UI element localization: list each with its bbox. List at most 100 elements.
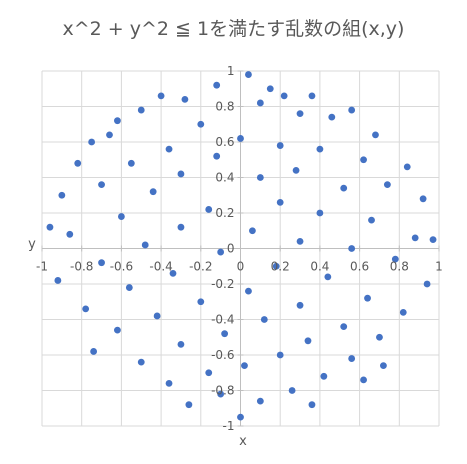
data-point bbox=[340, 184, 348, 192]
data-point bbox=[348, 355, 356, 362]
data-point bbox=[98, 259, 105, 267]
data-point bbox=[241, 362, 248, 370]
y-tick-label: -1 bbox=[223, 419, 235, 433]
x-tick-label: -0.8 bbox=[70, 260, 93, 274]
data-point bbox=[88, 138, 96, 146]
data-point bbox=[403, 163, 411, 171]
data-point bbox=[276, 142, 284, 149]
data-point bbox=[245, 287, 252, 295]
data-point bbox=[372, 131, 379, 139]
data-point bbox=[205, 206, 213, 213]
x-tick-label: 1 bbox=[435, 260, 443, 274]
data-points bbox=[46, 71, 437, 421]
data-point bbox=[114, 117, 121, 125]
y-tick-label: 1 bbox=[227, 64, 235, 78]
x-axis-label: x bbox=[239, 434, 247, 449]
data-point bbox=[157, 92, 165, 100]
data-point bbox=[165, 380, 173, 387]
data-point bbox=[288, 387, 296, 394]
data-point bbox=[177, 170, 185, 178]
x-tick-label: -0.4 bbox=[149, 260, 172, 274]
data-point bbox=[114, 326, 121, 334]
data-point bbox=[82, 305, 90, 313]
data-point bbox=[256, 99, 264, 107]
data-point bbox=[419, 195, 427, 203]
data-point bbox=[177, 223, 185, 231]
data-point bbox=[205, 369, 213, 377]
data-point bbox=[320, 372, 328, 380]
data-point bbox=[74, 159, 82, 167]
y-tick-label: 0 bbox=[227, 242, 235, 256]
data-point bbox=[324, 273, 332, 281]
y-axis-label: y bbox=[28, 237, 36, 252]
data-point bbox=[137, 358, 145, 366]
data-point bbox=[292, 167, 300, 174]
y-tick-label: 0.6 bbox=[215, 135, 234, 149]
y-tick-label: 0.8 bbox=[215, 100, 234, 114]
data-point bbox=[165, 145, 173, 153]
x-tick-label: -1 bbox=[36, 260, 48, 274]
data-point bbox=[90, 348, 98, 355]
data-point bbox=[177, 340, 185, 348]
data-point bbox=[213, 81, 221, 89]
y-tick-label: -0.2 bbox=[211, 277, 234, 291]
data-point bbox=[54, 277, 62, 284]
data-point bbox=[127, 159, 135, 167]
x-tick-label: 0.8 bbox=[390, 260, 409, 274]
data-point bbox=[316, 209, 324, 217]
data-point bbox=[368, 216, 375, 224]
data-point bbox=[213, 152, 221, 160]
data-point bbox=[217, 248, 225, 256]
data-point bbox=[153, 312, 161, 320]
y-tick-label: -0.4 bbox=[211, 313, 234, 327]
data-point bbox=[383, 181, 391, 189]
data-point bbox=[411, 234, 419, 242]
data-point bbox=[364, 294, 371, 302]
data-point bbox=[106, 131, 113, 139]
data-point bbox=[276, 198, 284, 206]
data-point bbox=[316, 145, 324, 153]
y-tick-labels: -1 -0.8 -0.6 -0.4 -0.2 0 0.2 0.4 0.6 0.8 1 bbox=[211, 64, 234, 433]
data-point bbox=[340, 323, 348, 330]
y-tick-label: -0.6 bbox=[211, 348, 234, 362]
data-point bbox=[256, 174, 264, 181]
data-point bbox=[245, 71, 252, 78]
data-point bbox=[296, 110, 304, 117]
data-point bbox=[237, 413, 244, 421]
data-point bbox=[308, 401, 316, 409]
data-point bbox=[221, 330, 229, 338]
data-point bbox=[98, 181, 105, 189]
data-point bbox=[58, 191, 66, 199]
x-tick-label: 0 bbox=[237, 260, 245, 274]
data-point bbox=[360, 156, 367, 164]
axes bbox=[41, 70, 440, 427]
data-point bbox=[399, 309, 407, 316]
data-point bbox=[249, 227, 256, 235]
data-point bbox=[429, 236, 437, 244]
x-tick-label: -0.2 bbox=[189, 260, 212, 274]
data-point bbox=[276, 351, 284, 359]
y-tick-label: 0.4 bbox=[215, 171, 234, 185]
data-point bbox=[137, 106, 145, 114]
data-point bbox=[296, 301, 304, 309]
data-point bbox=[376, 333, 383, 341]
data-point bbox=[66, 230, 74, 238]
data-point bbox=[185, 401, 193, 409]
data-point bbox=[197, 298, 205, 306]
data-point bbox=[256, 397, 264, 405]
data-point bbox=[348, 106, 356, 114]
data-point bbox=[308, 92, 316, 100]
data-point bbox=[380, 362, 387, 370]
data-point bbox=[217, 390, 225, 398]
data-point bbox=[125, 284, 133, 291]
data-point bbox=[360, 376, 367, 384]
y-tick-label: -0.8 bbox=[211, 384, 234, 398]
data-point bbox=[304, 337, 312, 345]
data-point bbox=[266, 85, 274, 93]
data-point bbox=[272, 262, 280, 270]
x-tick-label: -0.6 bbox=[110, 260, 133, 274]
data-point bbox=[348, 245, 356, 252]
data-point bbox=[197, 120, 205, 128]
x-tick-label: 0.4 bbox=[310, 260, 329, 274]
